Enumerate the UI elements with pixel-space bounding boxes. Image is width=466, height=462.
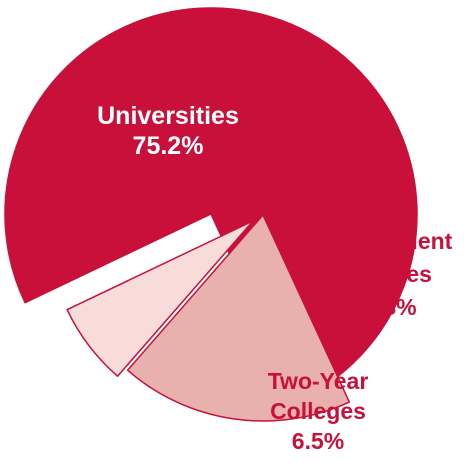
slice-label-line: Colleges (270, 398, 366, 424)
slice-label-line: Independent (316, 228, 453, 254)
pie-slice-universities (4, 7, 418, 402)
pie-slice-independent-colleges (126, 214, 351, 422)
pie-slice-two-year-colleges (66, 220, 254, 377)
slice-label-line: Two-Year (268, 368, 369, 394)
slice-label-line: 18.3% (351, 294, 416, 320)
slice-label-line: 75.2% (133, 132, 204, 160)
slice-label-line: Universities (97, 102, 239, 130)
slice-label-independent-colleges: Independent Colleges 18.3% (316, 228, 453, 320)
slice-label-universities: Universities 75.2% (97, 102, 239, 160)
slice-label-line: Colleges (336, 261, 432, 287)
slice-label-two-year-colleges: Two-Year Colleges 6.5% (268, 368, 369, 454)
slice-label-line: 6.5% (292, 428, 344, 454)
